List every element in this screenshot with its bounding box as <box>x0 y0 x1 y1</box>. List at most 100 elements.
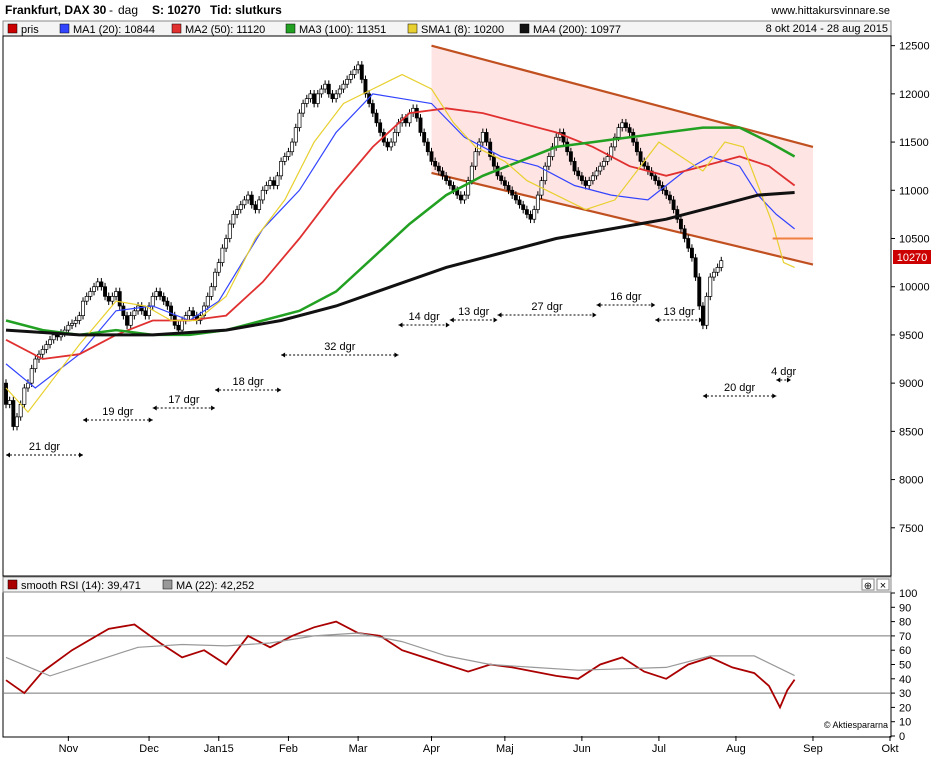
candle-body <box>561 132 566 143</box>
y-tick-label: 8500 <box>899 426 923 438</box>
channel-lower-line <box>431 171 814 266</box>
price-tag-box <box>893 250 931 264</box>
y-tick-label: 11000 <box>899 185 929 197</box>
candle-body <box>484 132 489 143</box>
candle-body <box>26 382 30 389</box>
candle-body <box>491 156 496 167</box>
rsi-legend: smooth RSI (14): 39,471 MA (22): 42,252 <box>7 579 254 592</box>
legend: pris MA1 (20): 10844 MA2 (50): 11120 MA3 (1… <box>7 23 621 36</box>
dgr-label: 16 dgr <box>610 291 642 303</box>
candle-body <box>128 315 133 326</box>
legend-item: MA2 (50): 11120 <box>185 24 265 36</box>
candle-body <box>103 286 107 297</box>
candle-body <box>616 127 621 138</box>
x-tick-label: Nov <box>59 743 79 755</box>
candle-body <box>583 180 588 186</box>
candle-body <box>715 267 720 273</box>
dgr-arrow-tail <box>702 393 707 399</box>
x-tick-label: Okt <box>881 743 898 755</box>
zoom-button[interactable]: ⊕ <box>861 578 875 592</box>
ma-line <box>5 93 795 389</box>
dgr-label: 18 dgr <box>232 376 264 388</box>
candle-body <box>114 291 118 297</box>
candle-body <box>224 238 229 249</box>
candle-body <box>253 204 258 210</box>
candle-body <box>620 122 625 128</box>
dgr-arrow-tail <box>776 377 781 383</box>
x-tick-label: Jan15 <box>204 743 234 755</box>
title-separator: - <box>109 3 113 17</box>
candle-body <box>429 151 434 162</box>
dgr-label: 21 dgr <box>29 441 61 453</box>
candle-body <box>638 151 643 162</box>
candle-body <box>268 180 273 186</box>
candle-body <box>704 296 709 326</box>
candle-body <box>286 151 291 157</box>
candle-body <box>337 88 342 95</box>
candle-body <box>205 296 210 307</box>
chart-title: Frankfurt, DAX 30 <box>5 3 107 17</box>
candle-body <box>535 194 540 210</box>
dgr-label: 19 dgr <box>102 406 134 418</box>
close-button[interactable]: × <box>876 578 890 592</box>
candle-body <box>7 400 12 405</box>
candle-body <box>330 93 335 100</box>
candle-body <box>326 83 331 95</box>
candle-body <box>697 276 702 307</box>
candle-body <box>92 286 96 292</box>
ma-line <box>5 107 796 360</box>
candle-body <box>161 296 166 302</box>
candle-body <box>473 151 478 167</box>
candle-body <box>587 180 592 186</box>
candle-body <box>66 324 71 331</box>
candle-body <box>297 112 302 128</box>
candle-body <box>433 161 438 167</box>
legend-item: SMA1 (8): 10200 <box>421 24 504 36</box>
candle-body <box>623 122 628 128</box>
candle-body <box>499 175 504 181</box>
candle-body <box>656 180 661 186</box>
candle-body <box>33 358 38 370</box>
candle-body <box>418 117 423 133</box>
candle-body <box>348 74 353 80</box>
rsi-legend-item: smooth RSI (14): 39,471 <box>21 580 141 592</box>
candle-body <box>601 161 606 167</box>
candle-body <box>121 305 126 316</box>
candle-body <box>590 175 595 181</box>
candle-body <box>506 185 511 191</box>
candle-body <box>693 257 698 278</box>
candle-body <box>528 214 533 220</box>
dgr-arrow-head <box>211 405 216 411</box>
ma-line <box>5 73 795 414</box>
candle-body <box>323 83 328 90</box>
legend-swatch <box>7 23 18 34</box>
candle-body <box>99 281 104 288</box>
candle-body <box>143 310 148 316</box>
candle-body <box>689 247 694 259</box>
rsi-line <box>5 632 795 677</box>
x-tick-label: Sep <box>803 743 823 755</box>
dgr-label: 32 dgr <box>324 341 356 353</box>
rsi-lines <box>3 620 891 710</box>
candle-body <box>598 165 603 172</box>
dgr-arrow-tail <box>83 417 88 423</box>
candle-body <box>392 132 397 143</box>
candle-body <box>521 204 526 210</box>
candle-body <box>257 199 262 210</box>
candle-body <box>271 180 276 186</box>
candle-body <box>572 161 577 172</box>
dgr-label: 13 dgr <box>458 306 490 318</box>
candle-body <box>246 194 251 201</box>
candle-body <box>275 175 280 186</box>
dgr-arrow-head <box>394 352 399 358</box>
candle-body <box>356 64 361 71</box>
legend-swatch <box>519 23 530 34</box>
candle-body <box>73 320 78 324</box>
rsi-legend-bar <box>2 576 892 593</box>
rsi-tick-label: 80 <box>899 617 911 629</box>
date-range: 8 okt 2014 - 28 aug 2015 <box>766 23 888 35</box>
candle-body <box>389 141 394 148</box>
candle-body <box>279 161 284 177</box>
y-tick-label: 11500 <box>899 137 929 149</box>
trend-channel <box>431 44 814 266</box>
